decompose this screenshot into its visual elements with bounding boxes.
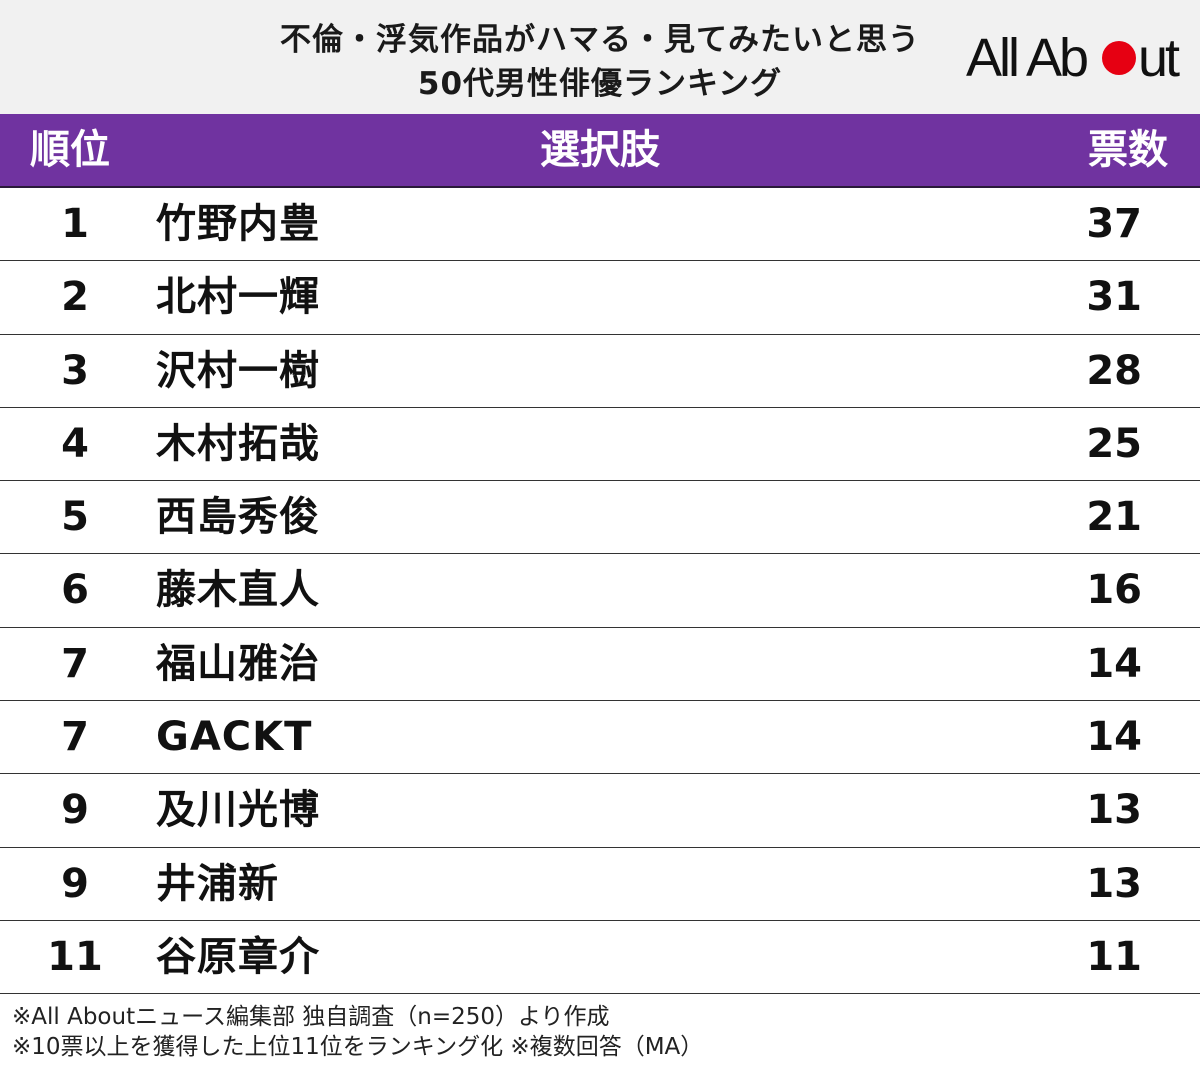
footnote-source: ※All Aboutニュース編集部 独自調査（n=250）より作成 (12, 1004, 610, 1030)
actor-name-cell: 沢村一樹 (156, 347, 320, 394)
header-rank: 順位 (30, 127, 110, 173)
actor-name-cell: GACKT (156, 714, 313, 761)
rank-cell: 4 (61, 420, 89, 467)
table-row: 9 及川光博 13 (0, 774, 1200, 848)
table-row: 2 北村一輝 31 (0, 261, 1200, 335)
votes-cell: 11 (1086, 933, 1142, 980)
logo-text-all: All Ab (966, 28, 1087, 88)
votes-cell: 21 (1086, 494, 1142, 541)
table-header: 順位 選択肢 票数 (0, 114, 1200, 188)
title-line-2: 50代男性俳優ランキング (417, 66, 783, 102)
logo-red-dot (1102, 41, 1136, 75)
actor-name-cell: 竹野内豊 (156, 201, 320, 247)
table-row: 9 井浦新 13 (0, 848, 1200, 921)
logo-text-ut: ut (1138, 28, 1180, 88)
actor-name-cell: 木村拓哉 (156, 420, 320, 467)
table-row: 7 福山雅治 14 (0, 628, 1200, 702)
rank-cell: 5 (61, 494, 89, 541)
votes-cell: 14 (1086, 640, 1142, 687)
rank-cell: 2 (61, 274, 89, 321)
actor-name-cell: 藤木直人 (156, 567, 320, 614)
rank-cell: 1 (61, 201, 89, 247)
table-row: 11 谷原章介 11 (0, 921, 1200, 995)
footnote-method: ※10票以上を獲得した上位11位をランキング化 ※複数回答（MA） (12, 1034, 704, 1060)
votes-cell: 25 (1086, 420, 1142, 467)
actor-name-cell: 北村一輝 (156, 274, 320, 321)
rank-cell: 3 (61, 347, 89, 394)
title-line-1: 不倫・浮気作品がハマる・見てみたいと思う (280, 22, 920, 58)
actor-name-cell: 福山雅治 (156, 640, 320, 687)
votes-cell: 14 (1086, 714, 1142, 761)
header-choice: 選択肢 (540, 127, 660, 173)
title-band: 不倫・浮気作品がハマる・見てみたいと思う 50代男性俳優ランキング All Ab… (0, 0, 1200, 114)
actor-name-cell: 及川光博 (156, 787, 320, 834)
votes-cell: 37 (1086, 201, 1142, 247)
table-row: 1 竹野内豊 37 (0, 188, 1200, 262)
ranking-table: 1 竹野内豊 37 2 北村一輝 31 3 沢村一樹 28 4 木村拓哉 25 5 西島秀俊 21 6 藤木直人… (0, 188, 1200, 995)
votes-cell: 28 (1086, 347, 1142, 394)
actor-name-cell: 谷原章介 (156, 933, 320, 980)
rank-cell: 9 (61, 860, 89, 907)
page-title: 不倫・浮気作品がハマる・見てみたいと思う 50代男性俳優ランキング (190, 18, 1010, 106)
allabout-logo: All Ab ut (966, 28, 1183, 88)
votes-cell: 31 (1086, 274, 1142, 321)
table-row: 7 GACKT 14 (0, 701, 1200, 775)
footnotes: ※All Aboutニュース編集部 独自調査（n=250）より作成 ※10票以上… (12, 1002, 703, 1062)
votes-cell: 13 (1086, 860, 1142, 907)
table-row: 3 沢村一樹 28 (0, 335, 1200, 408)
table-row: 5 西島秀俊 21 (0, 481, 1200, 555)
table-row: 4 木村拓哉 25 (0, 408, 1200, 482)
rank-cell: 9 (61, 787, 89, 834)
header-votes: 票数 (1088, 127, 1168, 173)
rank-cell: 7 (61, 640, 89, 687)
rank-cell: 11 (47, 933, 103, 980)
table-row: 6 藤木直人 16 (0, 554, 1200, 628)
actor-name-cell: 井浦新 (156, 860, 279, 907)
rank-cell: 7 (61, 714, 89, 761)
votes-cell: 13 (1086, 787, 1142, 834)
rank-cell: 6 (61, 567, 89, 614)
votes-cell: 16 (1086, 567, 1142, 614)
actor-name-cell: 西島秀俊 (156, 494, 320, 541)
